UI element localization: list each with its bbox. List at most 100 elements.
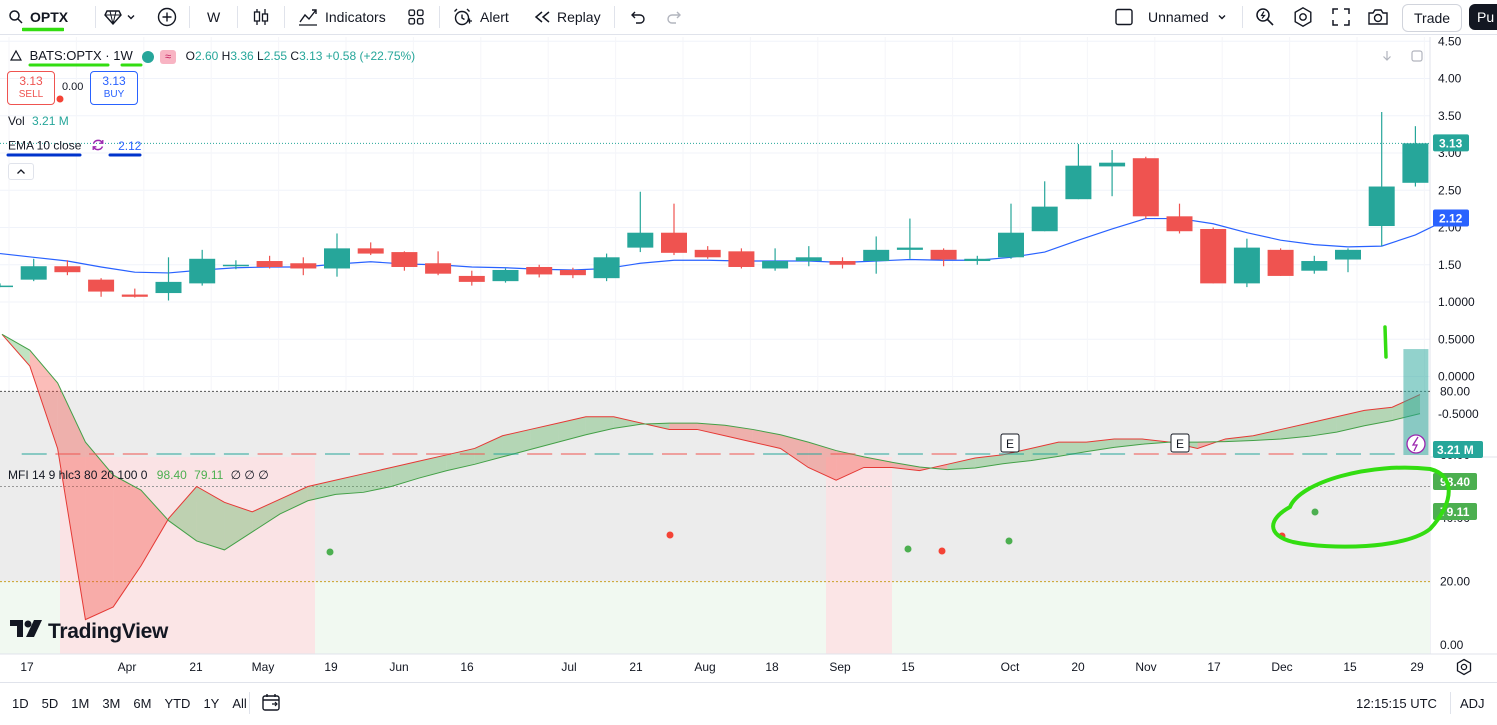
ema-line-path	[0, 217, 1450, 274]
alert-label: Alert	[480, 9, 509, 25]
volume-badge-bg	[1433, 441, 1483, 458]
mfi-fill-segment	[724, 425, 753, 443]
candle-body	[829, 261, 856, 265]
mfi-fill-segment	[669, 423, 698, 430]
price-tick-label: 0.5000	[1438, 332, 1475, 346]
indicators-button[interactable]: Indicators	[298, 0, 386, 34]
time-tick-label: Oct	[1001, 660, 1020, 674]
time-axis: 17 Apr 21 May 19 Jun 16 Jul 21 Aug 18 Sep 15 Oct 20 Nov…	[0, 653, 1497, 674]
range-button-1y[interactable]: 1Y	[203, 695, 220, 711]
chevron-up-icon	[9, 166, 33, 183]
range-button-1d[interactable]: 1D	[12, 695, 29, 711]
volume-bar	[560, 453, 586, 455]
volume-bar	[1066, 453, 1092, 455]
mfi-fill-segment	[613, 416, 642, 429]
chart-type-button[interactable]	[252, 0, 270, 34]
range-button-all[interactable]: All	[232, 695, 247, 711]
interval-button[interactable]: W	[207, 0, 220, 34]
time-tick-label: Sep	[829, 660, 851, 674]
snapshot-button[interactable]	[1367, 0, 1389, 34]
lightning-icon	[1406, 434, 1426, 454]
mfi-oversold-zone	[826, 457, 892, 654]
mfi-cross-dot	[56, 95, 64, 103]
legend-dot: ·	[105, 48, 110, 63]
adj-button[interactable]: ADJ	[1460, 683, 1485, 723]
fullscreen-button[interactable]	[1331, 0, 1351, 34]
redo-button[interactable]	[666, 0, 684, 34]
mfi-legend[interactable]: MFI 14 9 hlc3 80 20 100 0 98.40 79.11 ∅ …	[8, 468, 269, 482]
candle-body	[1200, 228, 1227, 284]
volume-bar	[190, 453, 216, 455]
ema-legend[interactable]: EMA 10 close 2.12	[8, 138, 141, 155]
plus-circle-icon	[157, 7, 177, 27]
mfi-fill-segment	[1114, 438, 1142, 448]
range-button-6m[interactable]: 6M	[133, 695, 152, 711]
volume-legend[interactable]: Vol 3.21 M	[8, 114, 69, 128]
volume-bar	[662, 453, 687, 455]
time-tick-label: 20	[1071, 660, 1085, 674]
volume-bar	[763, 453, 789, 455]
mfi-fill-segment	[1336, 410, 1365, 433]
price-tick-label: 4.50	[1438, 37, 1462, 48]
legend-symbol[interactable]: BATS:OPTX	[29, 48, 102, 63]
last-price-badge-bg	[1433, 134, 1469, 152]
add-symbol-button[interactable]	[157, 0, 177, 34]
sell-button[interactable]: 3.13 SELL	[7, 71, 55, 105]
mfi-tick-label: 20.00	[1440, 575, 1470, 589]
mfi-fill-segment	[252, 499, 281, 532]
time-axis-settings-button[interactable]	[1455, 658, 1473, 681]
volume-bar	[796, 453, 822, 455]
utc-clock[interactable]: 12:15:15 UTC	[1356, 683, 1437, 723]
legend-interval: 1W	[113, 48, 133, 63]
settings-button[interactable]	[1292, 0, 1314, 34]
alert-button[interactable]: Alert	[452, 0, 509, 34]
candle-body	[1132, 158, 1159, 217]
candle-body	[661, 232, 687, 253]
publish-button[interactable]: Pu	[1469, 4, 1497, 30]
quick-search-button[interactable]	[1254, 0, 1276, 34]
maximize-pane-icon[interactable]	[1410, 49, 1424, 68]
price-tick-label: 1.0000	[1438, 295, 1475, 309]
range-button-3m[interactable]: 3M	[102, 695, 121, 711]
candle-body	[1099, 162, 1126, 167]
alarm-clock-icon	[452, 7, 472, 27]
range-button-5d[interactable]: 5D	[41, 695, 59, 711]
top-toolbar: OPTX W Indicators Alert Replay Unnamed	[0, 0, 1497, 35]
collapse-legend-button[interactable]	[8, 163, 34, 180]
layout-name: Unnamed	[1148, 9, 1209, 25]
range-button-ytd[interactable]: YTD	[164, 695, 191, 711]
volume-bar	[999, 453, 1024, 455]
range-button-1m[interactable]: 1M	[71, 695, 90, 711]
data-problem-icon[interactable]: ≈	[159, 49, 176, 64]
time-tick-label: 21	[189, 660, 203, 674]
adj-label: ADJ	[1460, 695, 1485, 711]
earnings-marker: E	[1176, 437, 1184, 451]
mfi-fill-segment	[196, 486, 225, 550]
goto-date-button[interactable]	[261, 683, 281, 723]
candle-body	[54, 266, 81, 273]
candle-body	[964, 258, 991, 262]
candle-body	[694, 249, 721, 258]
candle-body	[492, 269, 519, 282]
buy-button[interactable]: 3.13 BUY	[90, 71, 138, 105]
templates-button[interactable]	[407, 0, 425, 34]
volume-bar	[594, 453, 620, 455]
layout-select[interactable]: Unnamed	[1114, 0, 1227, 34]
replay-button[interactable]: Replay	[533, 0, 601, 34]
candle-body	[1065, 165, 1092, 200]
candle-body	[1166, 216, 1193, 232]
volume-bar	[223, 453, 249, 455]
mfi-pane	[0, 95, 1430, 654]
compare-symbol-button[interactable]	[104, 0, 136, 34]
symbol-search[interactable]: OPTX	[8, 0, 68, 34]
trade-button[interactable]: Trade	[1402, 4, 1463, 32]
volume-bar	[1133, 453, 1159, 455]
undo-button[interactable]	[628, 0, 646, 34]
chart-area[interactable]: 4.50 4.00 3.50 3.00 2.50 2.00 1.50 1.0000 0.5000…	[0, 34, 1497, 682]
scroll-down-icon[interactable]	[1380, 49, 1394, 68]
chart-canvas[interactable]: 4.504.003.503.002.502.001.501.00000.5000…	[0, 34, 1497, 682]
candle-body	[324, 248, 350, 269]
refresh-icon[interactable]	[91, 138, 105, 155]
mfi-fill-segment	[1225, 435, 1254, 442]
mfi-fill-segment	[1280, 423, 1309, 439]
